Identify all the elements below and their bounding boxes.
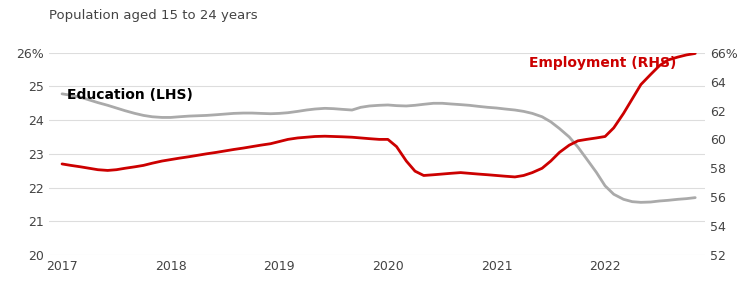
Text: Education (LHS): Education (LHS) bbox=[67, 88, 193, 102]
Text: Population aged 15 to 24 years: Population aged 15 to 24 years bbox=[49, 9, 258, 22]
Text: Employment (RHS): Employment (RHS) bbox=[529, 56, 676, 70]
